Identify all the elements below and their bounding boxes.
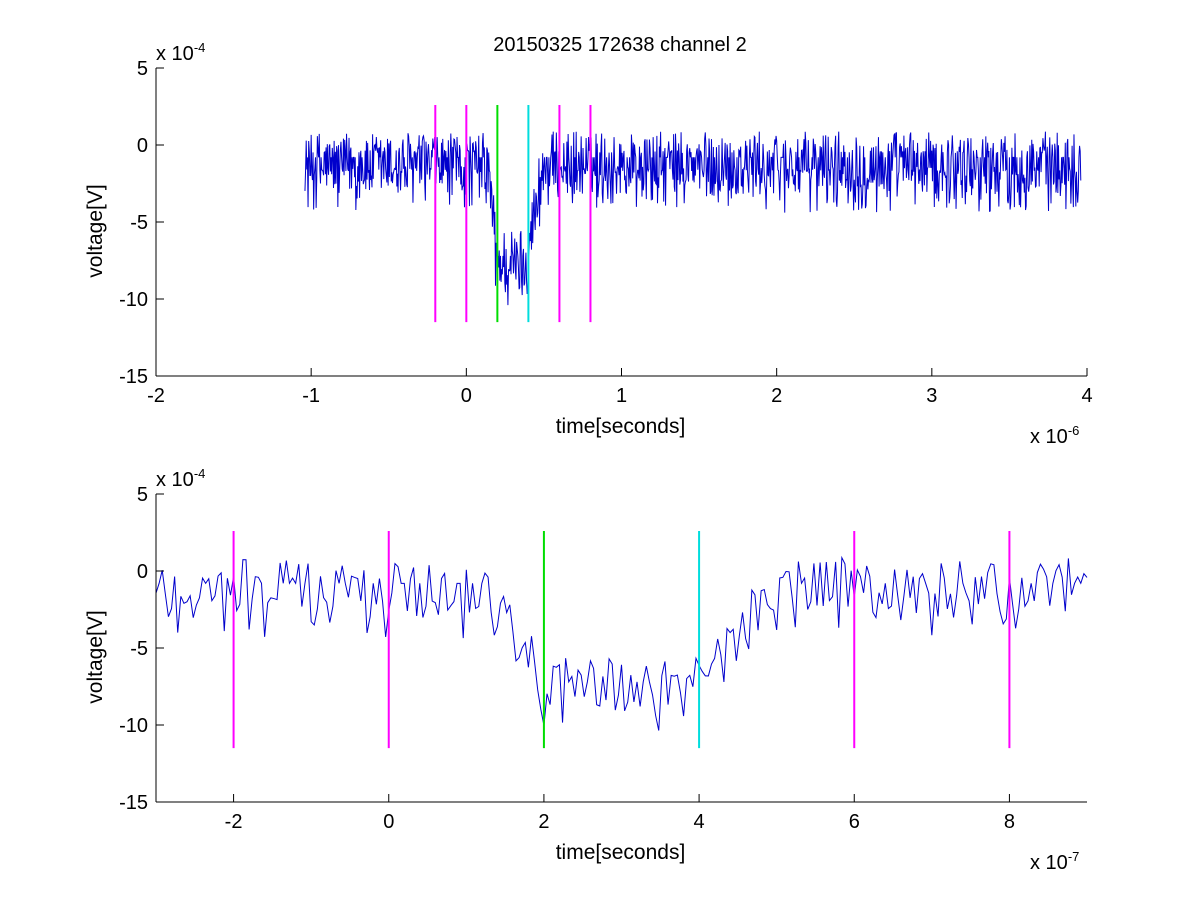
top-x-tick-label: 2 <box>771 385 782 407</box>
bottom-x-tick-label: -2 <box>225 811 243 833</box>
top-x-tick-label: -2 <box>147 385 165 407</box>
bottom-x-tick-label: 0 <box>383 811 394 833</box>
bottom-y-tick-label: 5 <box>137 484 148 506</box>
top-y-tick-label: -10 <box>119 289 148 311</box>
bottom-y-axis-label: voltage[V] <box>84 610 107 703</box>
top-y-tick-label: 5 <box>137 58 148 80</box>
top-x-exponent: x 10-6 <box>1030 423 1079 448</box>
top-x-tick-label: 0 <box>461 385 472 407</box>
top-signal-line <box>304 131 1082 306</box>
top-y-exponent: x 10-4 <box>156 40 205 65</box>
bottom-y-tick-label: -15 <box>119 792 148 814</box>
bottom-y-exponent: x 10-4 <box>156 466 205 491</box>
top-y-tick-label: -5 <box>130 212 148 234</box>
bottom-y-tick-label: -5 <box>130 638 148 660</box>
bottom-x-tick-label: 6 <box>849 811 860 833</box>
top-x-tick-label: -1 <box>302 385 320 407</box>
top-y-axis-label: voltage[V] <box>84 184 107 277</box>
bottom-y-tick-label: 0 <box>137 561 148 583</box>
bottom-signal-line <box>155 555 1088 731</box>
bottom-y-tick-label: -10 <box>119 715 148 737</box>
top-x-axis-label: time[seconds] <box>556 415 686 438</box>
bottom-x-exponent: x 10-7 <box>1030 849 1079 874</box>
bottom-x-tick-label: 8 <box>1004 811 1015 833</box>
top-x-tick-label: 3 <box>926 385 937 407</box>
bottom-x-axis-label: time[seconds] <box>556 841 686 864</box>
top-x-tick-label: 1 <box>616 385 627 407</box>
top-x-tick-label: 4 <box>1081 385 1092 407</box>
top-axes: -2 -1 0 1 2 3 4-15-10-505time[seconds]voltage[… <box>84 40 1093 448</box>
top-y-tick-label: 0 <box>137 135 148 157</box>
bottom-axes: -2 0 2 4 6 8 -15 -10 -5 0 5 time[seconds] voltage[V]… <box>84 466 1088 874</box>
figure-title: 20150325 172638 channel 2 <box>493 34 747 56</box>
bottom-x-tick-label: 2 <box>538 811 549 833</box>
top-y-tick-label: -15 <box>119 366 148 388</box>
bottom-x-tick-label: 4 <box>694 811 705 833</box>
